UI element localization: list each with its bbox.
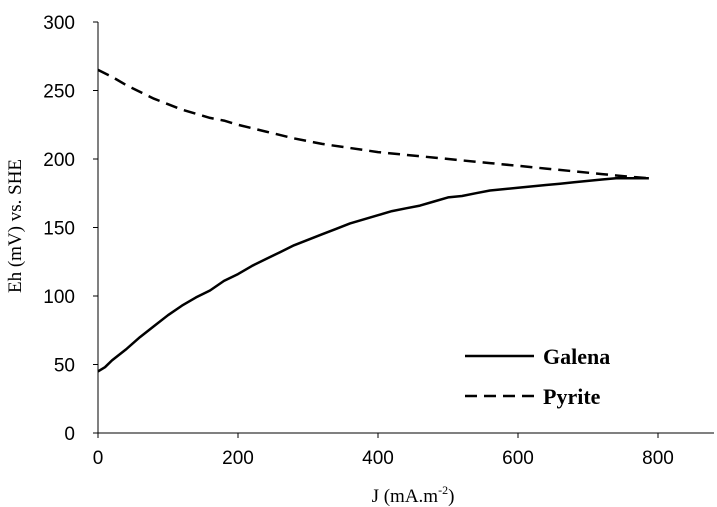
x-axis-title-main: J (mA.m — [372, 486, 439, 507]
y-tick-label: 250 — [43, 82, 75, 103]
x-axis-title: J (mA.m-2) — [372, 483, 455, 507]
x-ticks: 0 200 400 600 800 — [93, 433, 674, 469]
y-tick-label: 50 — [54, 356, 75, 377]
x-tick-label: 800 — [642, 448, 674, 469]
axes: 0 50 100 150 200 250 300 0 200 400 600 800 — [43, 13, 714, 469]
series-line-pyrite — [97, 68, 649, 180]
x-tick-label: 200 — [222, 448, 254, 469]
x-tick-label: 400 — [362, 448, 394, 469]
series-layer — [97, 68, 649, 373]
y-tick-label: 300 — [43, 13, 75, 34]
y-tick-label: 150 — [43, 219, 75, 240]
x-axis-title-suffix: ) — [448, 486, 454, 507]
y-tick-label: 100 — [43, 287, 75, 308]
x-axis-title-superscript: -2 — [438, 483, 448, 497]
y-tick-label: 0 — [64, 424, 75, 445]
y-tick-label: 200 — [43, 150, 75, 171]
legend-galena-label: Galena — [543, 344, 610, 369]
x-tick-label: 600 — [502, 448, 534, 469]
y-axis-title: Eh (mV) vs. SHE — [5, 159, 26, 293]
legend-pyrite-label: Pyrite — [543, 384, 601, 409]
x-tick-label: 0 — [93, 448, 104, 469]
series-line-galena — [97, 176, 649, 373]
y-ticks: 0 50 100 150 200 250 300 — [43, 13, 98, 445]
legend: Galena Pyrite — [465, 344, 610, 409]
